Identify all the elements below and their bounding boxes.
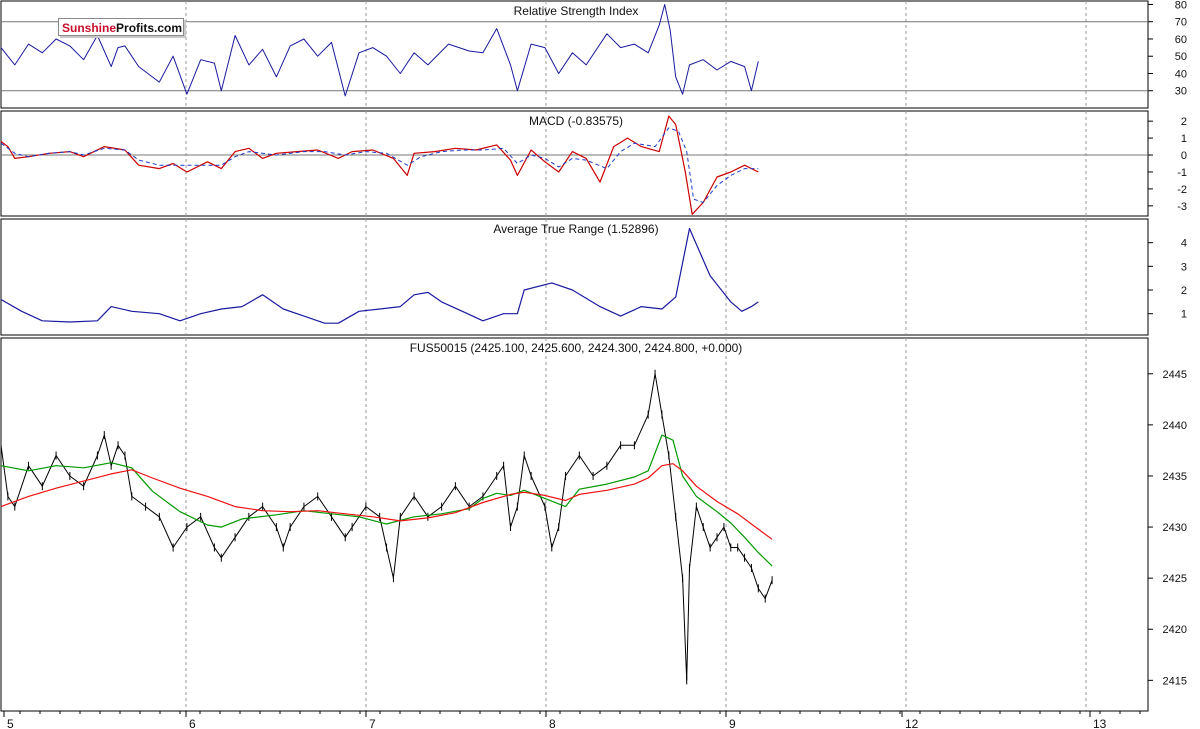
y-tick-label-0-3: 60 [1175, 34, 1187, 46]
sunshine-profits-logo: SunshineProfits.com [58, 18, 184, 36]
y-tick-label-0-5: 80 [1175, 0, 1187, 11]
y-tick-label-1-5: -3 [1177, 201, 1187, 213]
x-tick-label-0: 5 [7, 717, 14, 729]
pane-frame-0 [0, 0, 1149, 109]
y-tick-label-3-6: 2415 [1163, 675, 1187, 687]
y-tick-label-3-3: 2430 [1163, 522, 1187, 534]
pane-title-1: MACD (-0.83575) [529, 114, 623, 128]
y-tick-label-2-3: 1 [1181, 309, 1187, 321]
y-tick-label-3-0: 2445 [1163, 369, 1187, 381]
series-line-1-1 [0, 127, 759, 203]
y-tick-label-0-2: 50 [1175, 51, 1187, 63]
y-tick-label-0-1: 40 [1175, 68, 1187, 80]
x-tick-label-6: 13 [1093, 717, 1107, 729]
series-line-3-0 [0, 373, 773, 681]
y-tick-label-3-1: 2440 [1163, 420, 1187, 432]
logo-text-sunshine: Sunshine [62, 21, 117, 35]
y-tick-label-2-0: 4 [1181, 238, 1187, 250]
y-tick-label-0-0: 30 [1175, 86, 1187, 98]
x-tick-label-3: 8 [549, 717, 556, 729]
pane-title-0: Relative Strength Index [514, 4, 639, 18]
y-tick-label-3-4: 2425 [1163, 573, 1187, 585]
x-tick-label-5: 12 [905, 717, 919, 729]
x-tick-label-2: 7 [369, 717, 376, 729]
y-tick-label-1-4: -2 [1177, 184, 1187, 196]
y-tick-label-3-2: 2435 [1163, 471, 1187, 483]
x-tick-label-1: 6 [189, 717, 196, 729]
pane-frame-1 [0, 110, 1149, 217]
y-tick-label-3-5: 2420 [1163, 624, 1187, 636]
y-tick-label-1-2: 0 [1181, 150, 1187, 162]
x-tick-label-4: 9 [729, 717, 736, 729]
y-tick-label-2-1: 3 [1181, 261, 1187, 273]
pane-title-3: FUS50015 (2425.100, 2425.600, 2424.300, … [410, 341, 743, 355]
y-tick-label-0-4: 70 [1175, 17, 1187, 29]
pane-frame-2 [0, 218, 1149, 336]
y-tick-label-1-1: 1 [1181, 133, 1187, 145]
pane-title-2: Average True Range (1.52896) [493, 222, 658, 236]
y-tick-label-1-3: -1 [1177, 167, 1187, 179]
series-line-2-0 [0, 227, 759, 324]
logo-text-profits: Profits.com [116, 21, 183, 35]
y-tick-label-1-0: 2 [1181, 116, 1187, 128]
y-tick-label-2-2: 2 [1181, 285, 1187, 297]
series-line-0-0 [0, 4, 759, 97]
series-line-3-2 [0, 463, 773, 540]
